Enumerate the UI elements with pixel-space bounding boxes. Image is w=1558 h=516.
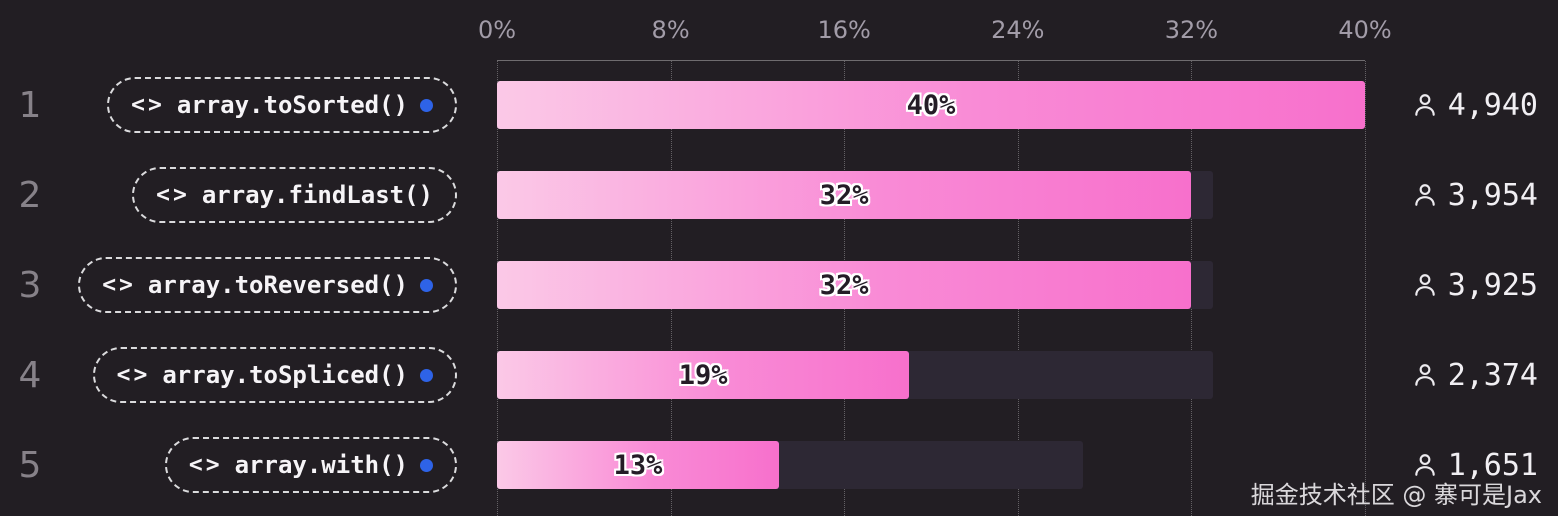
person-icon [1414, 454, 1435, 476]
blue-dot-icon [420, 368, 433, 382]
rank-number: 4 [18, 354, 42, 396]
count-cell: 2,374 [1365, 358, 1558, 393]
plot-cell: 19% [497, 330, 1365, 420]
person-icon [1414, 94, 1435, 116]
plot-cell: 32% [497, 150, 1365, 240]
rank-number: 2 [18, 174, 42, 216]
respondent-count: 3,925 [1447, 267, 1538, 303]
blue-dot-icon [420, 278, 433, 292]
code-icon: <> [116, 362, 151, 388]
label-cell: <> array.toSorted() [60, 77, 497, 133]
count-cell: 4,940 [1365, 88, 1558, 123]
bar-fill[interactable]: 32% [497, 261, 1192, 309]
method-pill[interactable]: <> array.findLast() [132, 167, 457, 223]
label-cell: <> array.with() [60, 437, 497, 493]
blue-dot-icon [420, 458, 433, 472]
person-icon [1414, 274, 1435, 296]
respondent-count: 2,374 [1447, 357, 1538, 393]
bar-value-label: 19% [678, 359, 728, 391]
label-cell: <> array.toReversed() [60, 257, 497, 313]
bar-value-label: 32% [819, 179, 869, 211]
axis-tick-label: 8% [651, 16, 690, 44]
chart-row: 1 <> array.toSorted() 40% 4,940 [0, 60, 1558, 150]
chart-row: 3 <> array.toReversed() 32% 3,925 [0, 240, 1558, 330]
bar-value-label: 13% [613, 449, 663, 481]
method-label: array.toReversed() [147, 271, 408, 299]
chart-row: 4 <> array.toSpliced() 19% 2,374 [0, 330, 1558, 420]
axis-tick-label: 40% [1338, 16, 1392, 44]
x-axis: 0% 8% 16% 24% 32% 40% [478, 0, 1392, 60]
bar-fill[interactable]: 19% [497, 351, 910, 399]
axis-tick-label: 24% [991, 16, 1045, 44]
bar-value-label: 40% [906, 89, 956, 121]
blue-dot-icon [420, 98, 433, 112]
method-label: array.with() [234, 451, 408, 479]
code-icon: <> [156, 182, 190, 208]
count-cell: 3,954 [1365, 178, 1558, 213]
plot-cell: 13% [497, 420, 1365, 510]
respondent-count: 3,954 [1447, 177, 1538, 213]
plot-cell: 32% [497, 240, 1365, 330]
respondent-count: 4,940 [1447, 87, 1538, 123]
axis-tick-label: 0% [477, 16, 517, 44]
plot-cell: 40% [497, 60, 1365, 150]
count-cell: 1,651 [1365, 448, 1558, 483]
code-icon: <> [131, 92, 165, 118]
label-cell: <> array.toSpliced() [60, 347, 497, 403]
method-label: array.toSpliced() [162, 361, 408, 389]
method-pill[interactable]: <> array.toSpliced() [92, 347, 457, 403]
rank-number: 3 [18, 264, 42, 306]
bar-fill[interactable]: 13% [497, 441, 780, 489]
bar-fill[interactable]: 40% [497, 81, 1365, 129]
person-icon [1414, 184, 1435, 206]
chart-row: 5 <> array.with() 13% 1,651 [0, 420, 1558, 510]
bar-fill[interactable]: 32% [497, 171, 1192, 219]
code-icon: <> [188, 452, 223, 478]
person-icon [1414, 364, 1435, 386]
method-label: array.toSorted() [176, 91, 408, 119]
count-cell: 3,925 [1365, 268, 1558, 303]
axis-tick-label: 16% [817, 16, 871, 44]
chart-rows: 1 <> array.toSorted() 40% 4,940 [0, 60, 1558, 510]
bar-value-label: 32% [819, 269, 869, 301]
rank-number: 5 [18, 444, 42, 486]
chart-row: 2 <> array.findLast() 32% 3,954 [0, 150, 1558, 240]
respondent-count: 1,651 [1447, 447, 1538, 483]
method-label: array.findLast() [201, 181, 433, 209]
method-pill[interactable]: <> array.with() [164, 437, 457, 493]
label-cell: <> array.findLast() [60, 167, 497, 223]
method-pill[interactable]: <> array.toSorted() [107, 77, 457, 133]
axis-tick-label: 32% [1164, 16, 1219, 44]
rank-number: 1 [18, 84, 42, 126]
method-pill[interactable]: <> array.toReversed() [78, 257, 457, 313]
code-icon: <> [102, 272, 136, 298]
watermark: 掘金技术社区 @ 寨可是Jax [1250, 481, 1542, 509]
